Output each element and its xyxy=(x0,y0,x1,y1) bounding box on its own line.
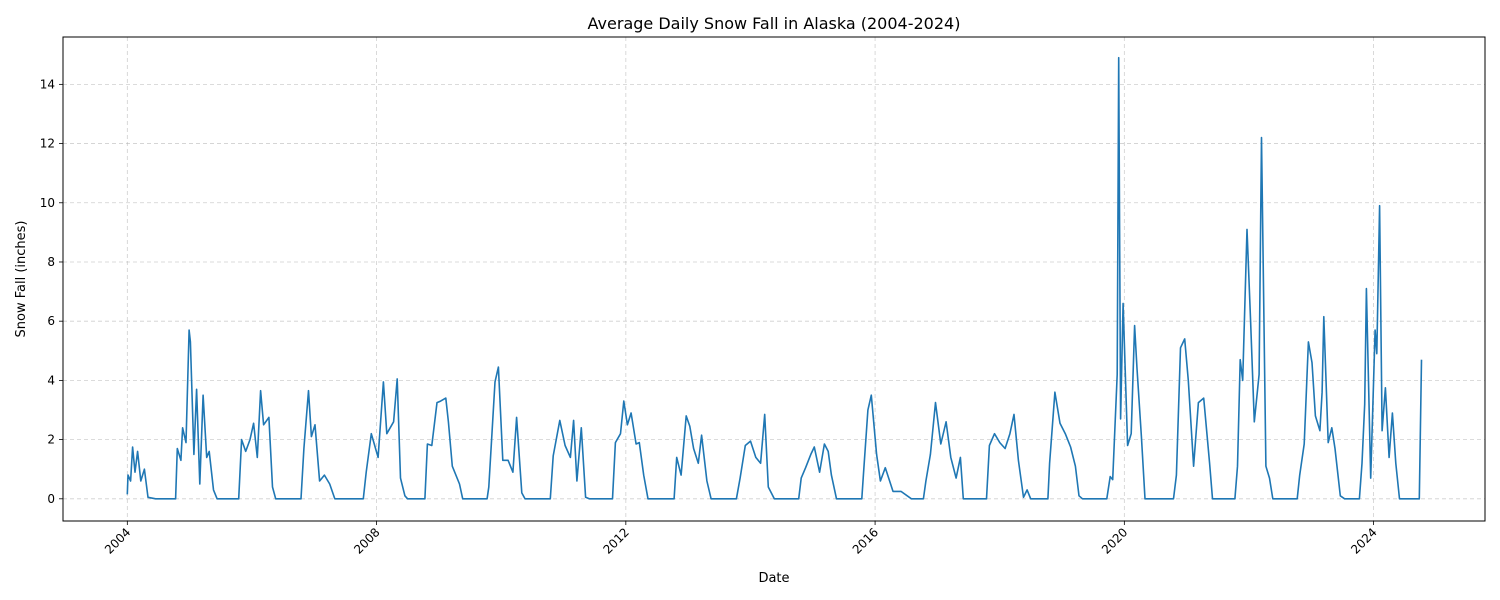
y-tick-label: 0 xyxy=(47,492,55,506)
chart-title: Average Daily Snow Fall in Alaska (2004-… xyxy=(588,14,961,33)
y-tick-label: 4 xyxy=(47,373,55,387)
y-tick-label: 8 xyxy=(47,255,55,269)
series-layer xyxy=(126,56,1423,500)
x-axis-label: Date xyxy=(758,571,789,586)
y-tick-label: 6 xyxy=(47,314,55,328)
y-tick-label: 2 xyxy=(47,433,55,447)
y-tick-label: 12 xyxy=(40,137,55,151)
y-axis-label: Snow Fall (inches) xyxy=(14,221,29,338)
plot-frame xyxy=(62,36,1486,522)
y-tick-label: 10 xyxy=(40,196,55,210)
series-line-snow-fall xyxy=(126,56,1423,500)
y-tick-label: 14 xyxy=(40,77,55,91)
